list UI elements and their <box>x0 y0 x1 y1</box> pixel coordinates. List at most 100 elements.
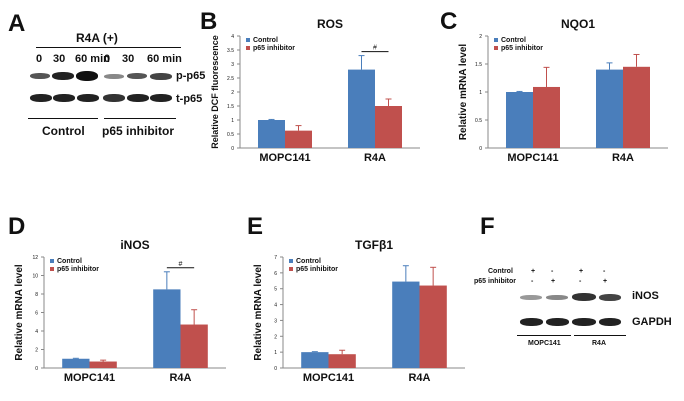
legend-swatch <box>494 38 498 42</box>
group-label-r4a: R4A <box>592 340 607 347</box>
mark: + <box>531 268 536 275</box>
legend-label: p65 inhibitor <box>253 45 295 52</box>
blot-band <box>599 318 621 326</box>
significance-label: # <box>373 45 377 52</box>
y-axis-label: Relative mRNA level <box>253 264 264 361</box>
blot-band <box>599 294 621 301</box>
group-bar-inhibitor <box>104 118 176 119</box>
y-tick-label: 0 <box>231 146 234 152</box>
x-tick-label: MOPC141 <box>303 372 354 384</box>
mark: - <box>551 268 554 275</box>
legend-label: p65 inhibitor <box>296 266 338 273</box>
bar <box>623 66 650 148</box>
x-tick-label: R4A <box>169 372 191 384</box>
legend-label: Control <box>296 258 321 265</box>
y-tick-label: 4 <box>274 303 277 309</box>
treatment-bar <box>36 47 181 48</box>
blot-band <box>103 94 125 102</box>
blot-band <box>52 72 74 80</box>
x-tick-label: MOPC141 <box>64 372 115 384</box>
y-axis-label: Relative DCF fluorescence <box>210 35 220 149</box>
panel-letter-a: A <box>8 10 26 37</box>
y-tick-label: 8 <box>35 292 38 298</box>
bar <box>419 285 447 368</box>
x-tick-label: R4A <box>408 372 430 384</box>
mark: - <box>579 278 582 285</box>
y-tick-label: 3.5 <box>227 48 234 54</box>
blot-band <box>546 295 568 300</box>
panel-letter-e: E <box>247 213 264 240</box>
y-tick-label: 0 <box>35 366 38 372</box>
t-p65-label: t-p65 <box>176 93 203 105</box>
blot-band <box>53 94 75 102</box>
panel-letter-b: B <box>200 8 218 35</box>
bar <box>533 86 560 148</box>
bar <box>506 92 533 148</box>
y-tick-label: 1 <box>479 90 482 96</box>
group-label-inhibitor: p65 inhibitor <box>102 124 174 138</box>
y-tick-label: 1 <box>231 118 234 124</box>
blot-band <box>572 318 596 326</box>
legend-swatch <box>246 38 250 42</box>
y-tick-label: 12 <box>32 255 38 261</box>
blot-band <box>520 295 542 300</box>
group-bar-control <box>28 118 98 119</box>
y-tick-label: 3 <box>274 318 277 324</box>
y-tick-label: 4 <box>231 34 234 40</box>
blot-band <box>127 94 149 102</box>
bar <box>301 352 329 368</box>
timepoint-label: 0 <box>104 53 111 65</box>
bar <box>62 358 90 368</box>
legend-label: Control <box>57 258 82 265</box>
y-tick-label: 0.5 <box>475 118 482 124</box>
legend-label: p65 inhibitor <box>57 266 99 273</box>
y-tick-label: 0 <box>479 146 482 152</box>
legend-swatch <box>246 46 250 50</box>
legend-label: p65 inhibitor <box>501 45 543 52</box>
blot-band <box>104 74 124 79</box>
y-tick-label: 2 <box>231 90 234 96</box>
legend-swatch <box>50 267 54 271</box>
row-label-control: Control <box>488 268 513 275</box>
inos-band-row <box>519 291 623 303</box>
p-p65-label: p-p65 <box>176 70 206 82</box>
group-label-control: Control <box>42 124 85 138</box>
group-label-mopc141: MOPC141 <box>528 340 561 347</box>
mark: + <box>603 278 608 285</box>
bar <box>89 361 117 368</box>
mark: - <box>603 268 606 275</box>
y-tick-label: 0 <box>274 366 277 372</box>
y-tick-label: 7 <box>274 255 277 261</box>
mark: + <box>551 278 556 285</box>
y-axis-label: Relative mRNA level <box>458 44 469 141</box>
bar <box>328 354 356 368</box>
blot-band <box>572 293 596 301</box>
legend-swatch <box>50 259 54 263</box>
bar <box>153 289 181 368</box>
x-tick-label: R4A <box>364 152 386 164</box>
p-p65-band-row <box>28 70 174 82</box>
timepoint-label: 30 <box>122 53 135 65</box>
timepoint-label: 30 <box>53 53 66 65</box>
bar <box>180 324 208 368</box>
t-p65-band-row <box>28 92 174 104</box>
y-axis-label: Relative mRNA level <box>14 264 25 361</box>
legend-swatch <box>494 46 498 50</box>
chart-title: ROS <box>317 17 343 31</box>
y-tick-label: 1 <box>274 350 277 356</box>
x-tick-label: MOPC141 <box>507 152 558 164</box>
panel-letter-f: F <box>480 213 495 240</box>
x-tick-label: R4A <box>612 152 634 164</box>
chart-title: NQO1 <box>561 17 595 31</box>
y-tick-label: 1.5 <box>227 104 234 110</box>
blot-band <box>546 318 569 326</box>
y-tick-label: 3 <box>231 62 234 68</box>
timepoint-label: 60 min <box>75 53 110 65</box>
chart-title: TGFβ1 <box>355 238 393 252</box>
y-tick-label: 2 <box>479 34 482 40</box>
blot-band <box>30 73 50 79</box>
mark: + <box>579 268 584 275</box>
